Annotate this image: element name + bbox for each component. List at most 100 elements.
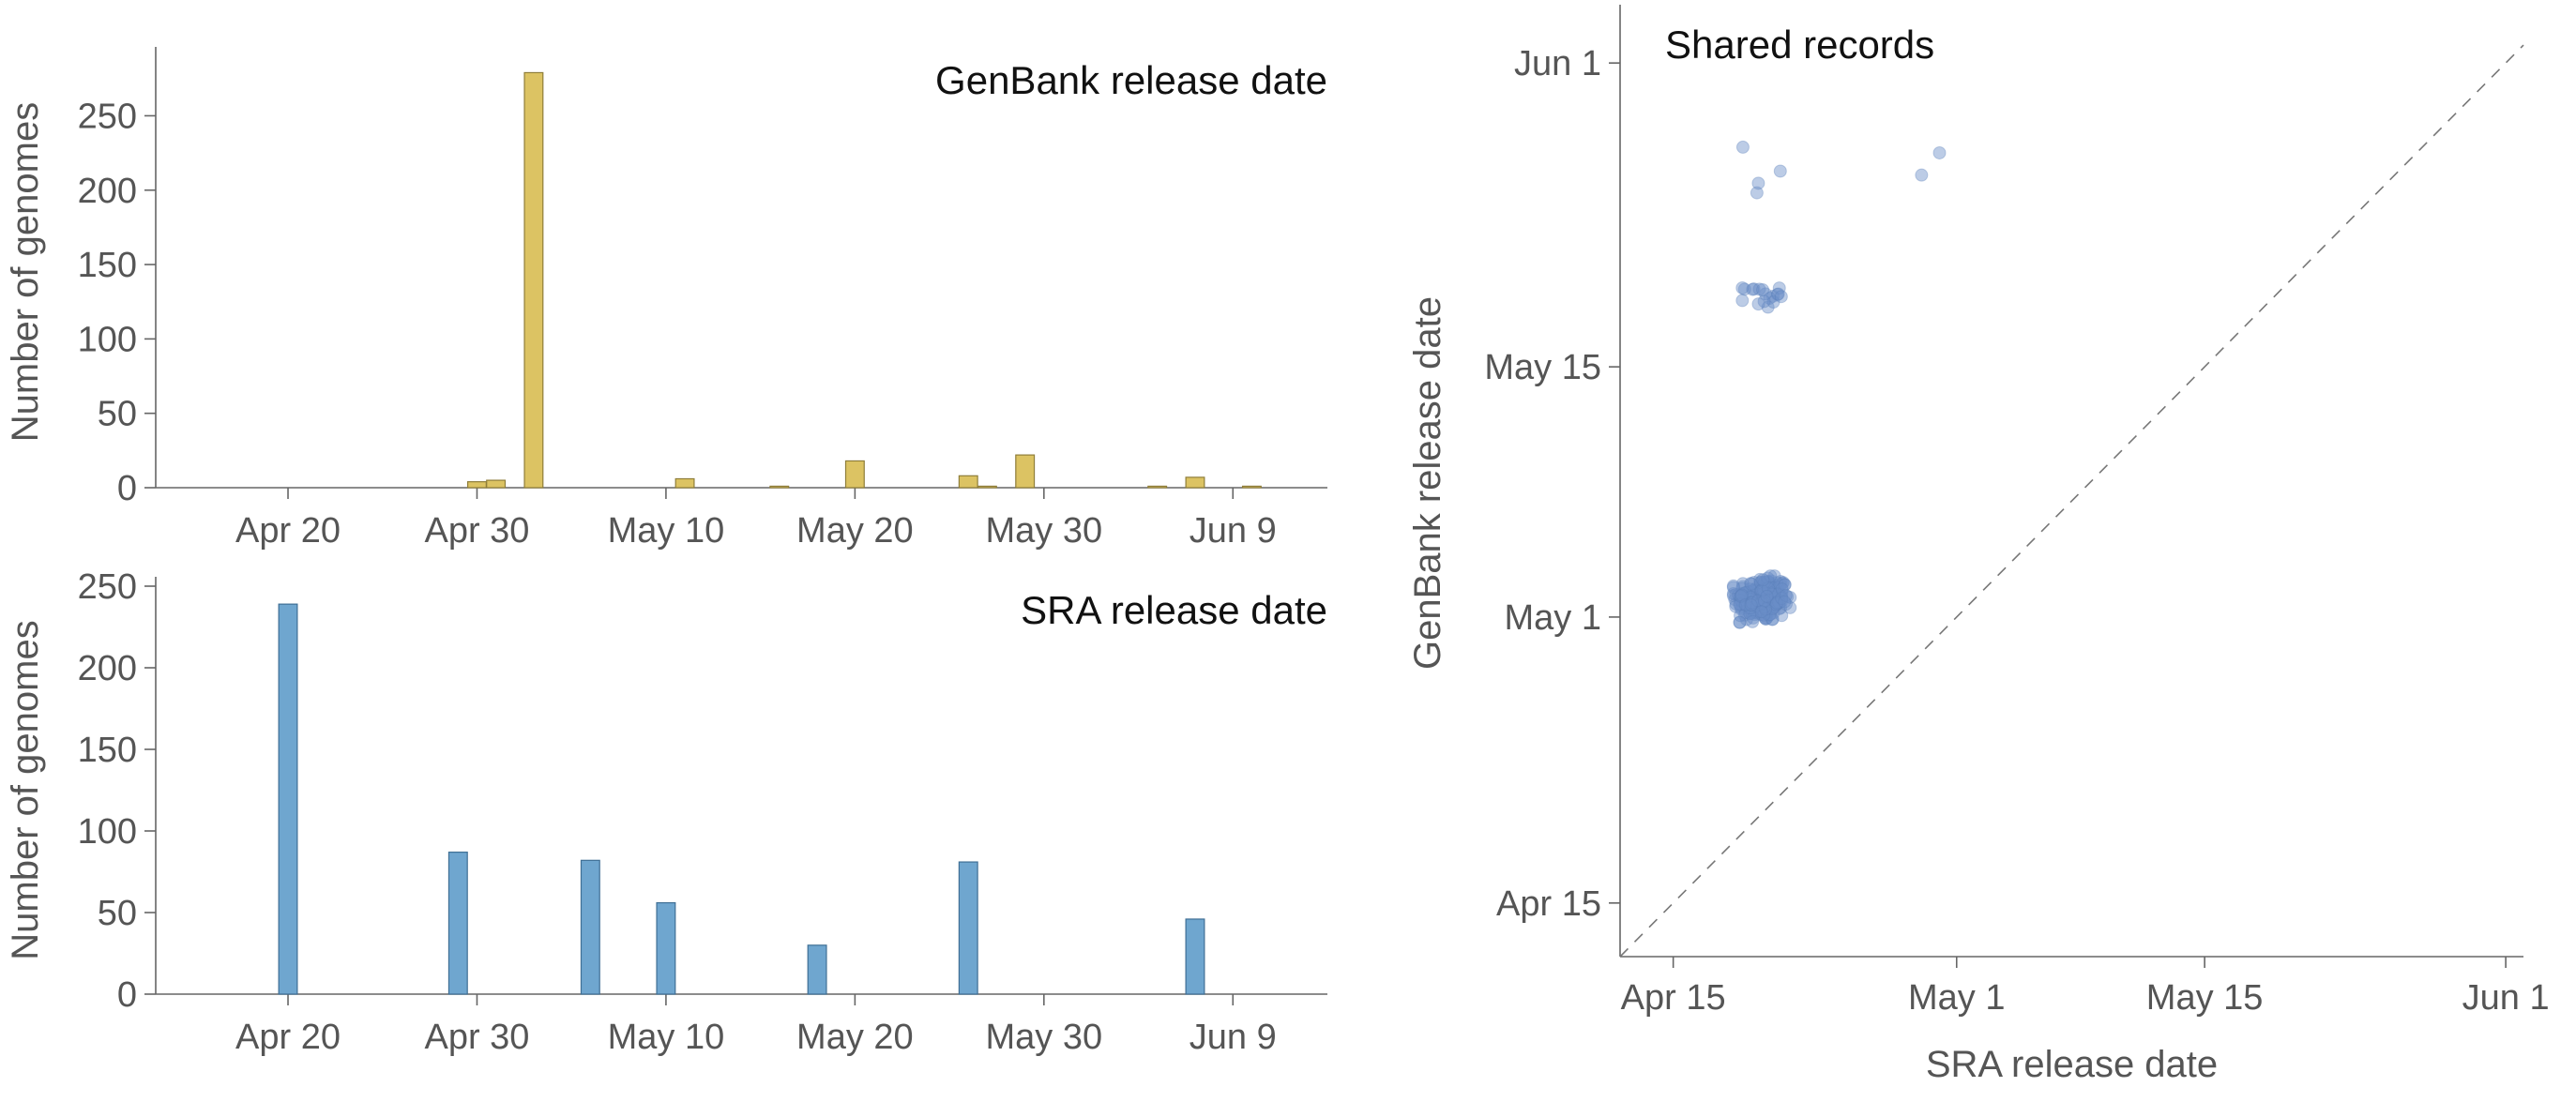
scatter-point <box>1734 602 1748 616</box>
scatter-point <box>1759 578 1773 592</box>
scatter-point <box>1759 602 1773 616</box>
y-tick-label: 0 <box>117 469 137 508</box>
scatter-point <box>1744 592 1758 606</box>
scatter-point <box>1738 596 1752 611</box>
scatter-point <box>1756 283 1770 297</box>
scatter-point <box>1750 606 1764 620</box>
scatter-point <box>1752 592 1766 606</box>
scatter-point <box>1751 581 1765 596</box>
bar <box>1147 485 1168 489</box>
scatter-point <box>1783 590 1797 604</box>
scatter-point <box>1734 594 1748 608</box>
scatter-point <box>1748 602 1762 616</box>
scatter-point <box>1726 589 1740 603</box>
scatter-point <box>1729 587 1743 601</box>
bar <box>844 460 865 489</box>
scatter-point <box>1764 584 1778 598</box>
scatter-point <box>1752 594 1766 608</box>
bar <box>447 852 468 995</box>
x-tick-label: May 10 <box>608 1018 725 1057</box>
scatter-point <box>1743 582 1757 596</box>
scatter-point <box>1737 591 1751 605</box>
scatter-point <box>1749 590 1763 604</box>
shared-records-scatter: Apr 15 May 1 May 15 Jun 1 Apr 15 May 1 May 15 J… <box>1407 5 2550 1085</box>
panel-title: Shared records <box>1665 23 1934 67</box>
scatter-point <box>1767 581 1781 596</box>
scatter-point <box>1752 594 1766 608</box>
scatter-point <box>1763 593 1777 607</box>
scatter-point <box>1755 583 1769 597</box>
scatter-point <box>1754 596 1768 610</box>
scatter-point <box>1736 586 1750 600</box>
scatter-point <box>1756 573 1770 587</box>
scatter-point <box>1765 592 1780 606</box>
scatter-point <box>1768 597 1782 611</box>
scatter-point <box>1746 604 1760 618</box>
bar <box>674 477 695 489</box>
y-tick-label: 250 <box>78 567 137 607</box>
scatter-point <box>1772 602 1786 616</box>
scatter-point <box>1753 591 1767 605</box>
x-tick-label: May 20 <box>796 1018 914 1057</box>
scatter-point <box>1775 591 1789 605</box>
scatter-point <box>1745 596 1759 611</box>
scatter-point <box>1758 602 1772 616</box>
scatter-point <box>1744 577 1758 591</box>
y-axis-label: Number of genomes <box>5 620 46 959</box>
scatter-point <box>1748 608 1762 622</box>
scatter-point <box>1765 578 1779 592</box>
scatter-point <box>1764 596 1778 610</box>
scatter-point <box>1762 605 1776 619</box>
scatter-point <box>1761 587 1775 601</box>
scatter-point <box>1751 593 1765 607</box>
x-tick-label: May 20 <box>796 511 914 551</box>
scatter-point <box>1762 577 1776 591</box>
scatter-point <box>1763 600 1777 614</box>
scatter-point <box>1729 599 1743 613</box>
scatter-point <box>1760 595 1774 609</box>
scatter-point <box>1739 589 1753 603</box>
scatter-point <box>1750 602 1765 616</box>
scatter-point <box>1760 588 1774 602</box>
scatter-point <box>1749 605 1763 619</box>
scatter-point <box>1756 588 1770 602</box>
scatter-point <box>1757 294 1771 309</box>
scatter-point <box>1778 595 1792 609</box>
scatter-point <box>1753 576 1767 590</box>
scatter-point <box>1743 607 1757 621</box>
scatter-point <box>1733 615 1747 629</box>
scatter-point <box>1735 580 1750 594</box>
scatter-point <box>1766 606 1780 620</box>
scatter-point <box>1763 584 1777 598</box>
y-tick-label: 150 <box>78 731 137 770</box>
scatter-point <box>1734 589 1748 603</box>
y-tick-label: 50 <box>98 395 137 434</box>
y-tick-label: 100 <box>78 812 137 852</box>
scatter-point <box>1778 578 1792 592</box>
scatter-point <box>1770 591 1784 605</box>
scatter-point <box>1766 589 1780 603</box>
scatter-point <box>1742 589 1756 603</box>
scatter-point <box>1758 594 1772 608</box>
scatter-point <box>1744 603 1758 617</box>
scatter-point <box>1738 586 1752 600</box>
scatter-point <box>1756 586 1770 600</box>
scatter-point <box>1745 606 1759 620</box>
scatter-point <box>1735 140 1750 154</box>
scatter-point <box>1765 574 1779 588</box>
y-tick-label: May 1 <box>1505 598 1601 638</box>
scatter-point <box>1742 594 1756 608</box>
scatter-point <box>1745 596 1759 610</box>
scatter-point <box>1752 593 1766 607</box>
scatter-point <box>1765 587 1779 601</box>
scatter-point <box>1744 590 1758 604</box>
scatter-point <box>1752 282 1766 296</box>
scatter-point <box>1739 597 1753 611</box>
scatter-point <box>1764 591 1778 605</box>
x-tick-label: Apr 30 <box>424 1018 529 1057</box>
scatter-point <box>1749 605 1763 619</box>
scatter-point <box>1772 596 1786 610</box>
scatter-point <box>1729 596 1743 611</box>
scatter-point <box>1765 590 1780 604</box>
scatter-point <box>1733 615 1747 629</box>
